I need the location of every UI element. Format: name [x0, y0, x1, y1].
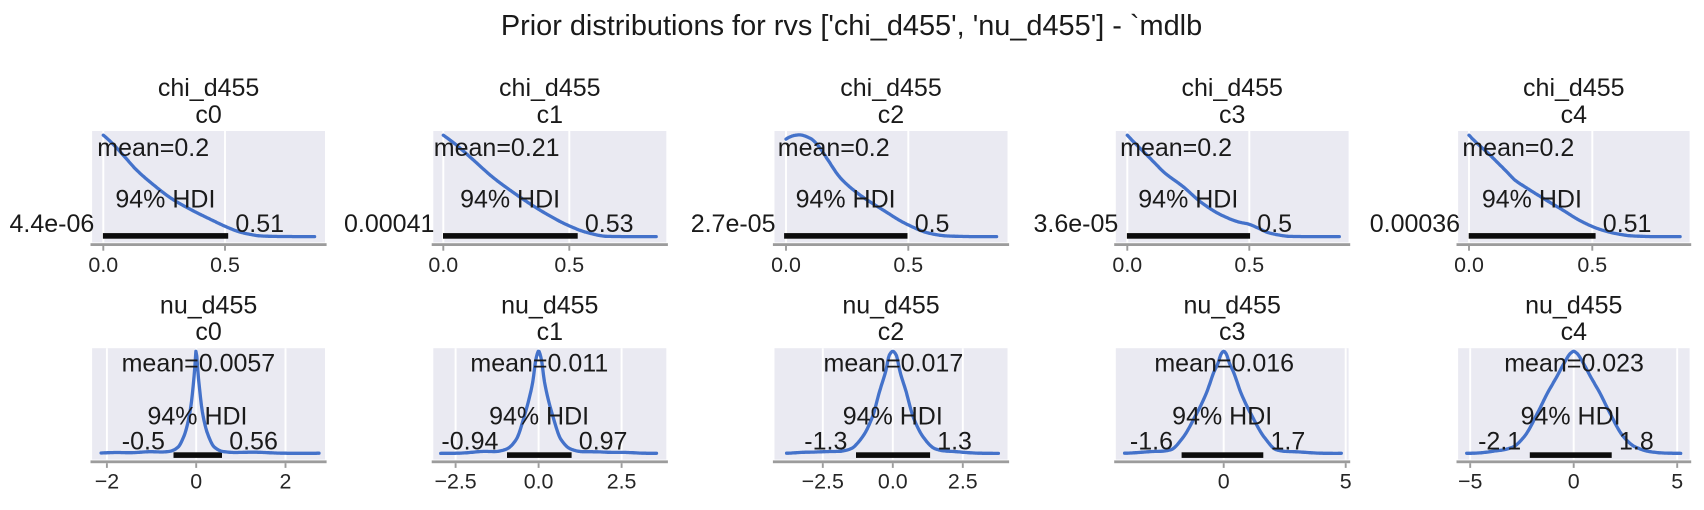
svg-text:chi_d455: chi_d455 [1523, 74, 1624, 102]
svg-text:1.3: 1.3 [937, 427, 972, 455]
svg-text:94% HDI: 94% HDI [843, 402, 943, 430]
svg-text:c1: c1 [537, 318, 563, 346]
svg-text:0.5: 0.5 [1577, 253, 1607, 277]
svg-text:0.56: 0.56 [229, 427, 278, 455]
svg-text:0.51: 0.51 [235, 210, 284, 238]
svg-text:c2: c2 [878, 101, 904, 129]
svg-text:1.8: 1.8 [1619, 427, 1654, 455]
svg-text:c0: c0 [195, 318, 221, 346]
svg-text:2.5: 2.5 [948, 470, 978, 494]
svg-text:0: 0 [190, 470, 202, 494]
svg-text:94% HDI: 94% HDI [1521, 402, 1621, 430]
svg-text:c3: c3 [1219, 318, 1245, 346]
svg-text:chi_d455: chi_d455 [1181, 74, 1282, 102]
svg-text:0.0: 0.0 [878, 470, 908, 494]
svg-text:mean=0.2: mean=0.2 [1462, 134, 1574, 162]
svg-text:chi_d455: chi_d455 [158, 74, 259, 102]
svg-text:0.97: 0.97 [579, 427, 628, 455]
svg-text:c2: c2 [878, 318, 904, 346]
svg-text:0.5: 0.5 [210, 253, 240, 277]
svg-text:0.5: 0.5 [1257, 210, 1292, 238]
svg-text:0.0: 0.0 [524, 470, 554, 494]
svg-text:-0.94: -0.94 [441, 427, 498, 455]
svg-text:4.4e-06: 4.4e-06 [10, 210, 95, 238]
svg-text:0.53: 0.53 [585, 210, 634, 238]
svg-text:2.7e-05: 2.7e-05 [691, 210, 776, 238]
svg-text:nu_d455: nu_d455 [1184, 291, 1281, 319]
svg-text:−2.5: −2.5 [802, 470, 844, 494]
svg-text:5: 5 [1671, 470, 1683, 494]
svg-text:mean=0.2: mean=0.2 [1120, 134, 1232, 162]
svg-text:0.5: 0.5 [1234, 253, 1264, 277]
svg-text:-1.6: -1.6 [1130, 427, 1173, 455]
svg-text:0.0: 0.0 [88, 253, 118, 277]
svg-text:94% HDI: 94% HDI [489, 402, 589, 430]
svg-text:c0: c0 [195, 101, 221, 129]
svg-text:c4: c4 [1561, 101, 1588, 129]
svg-text:94% HDI: 94% HDI [460, 185, 560, 213]
svg-text:94% HDI: 94% HDI [115, 185, 215, 213]
svg-text:mean=0.0057: mean=0.0057 [122, 350, 276, 378]
svg-text:0.00036: 0.00036 [1370, 210, 1460, 238]
svg-text:-2.1: -2.1 [1478, 427, 1521, 455]
svg-text:chi_d455: chi_d455 [499, 74, 600, 102]
svg-text:c3: c3 [1219, 101, 1245, 129]
svg-text:0.51: 0.51 [1603, 210, 1652, 238]
svg-text:0: 0 [1218, 470, 1230, 494]
svg-text:nu_d455: nu_d455 [1525, 291, 1622, 319]
svg-text:−2.5: −2.5 [434, 470, 476, 494]
svg-text:0.0: 0.0 [771, 253, 801, 277]
svg-text:0.5: 0.5 [893, 253, 923, 277]
svg-text:mean=0.2: mean=0.2 [97, 134, 209, 162]
svg-text:3.6e-05: 3.6e-05 [1034, 210, 1119, 238]
svg-text:mean=0.017: mean=0.017 [824, 350, 964, 378]
svg-text:nu_d455: nu_d455 [501, 291, 598, 319]
svg-text:−5: −5 [1458, 470, 1482, 494]
svg-text:0.00041: 0.00041 [344, 210, 434, 238]
svg-text:0.0: 0.0 [1454, 253, 1484, 277]
svg-text:nu_d455: nu_d455 [160, 291, 257, 319]
svg-text:-1.3: -1.3 [804, 427, 847, 455]
svg-text:1.7: 1.7 [1271, 427, 1306, 455]
svg-text:0: 0 [1568, 470, 1580, 494]
svg-text:0.0: 0.0 [428, 253, 458, 277]
svg-text:c1: c1 [537, 101, 563, 129]
svg-text:mean=0.016: mean=0.016 [1154, 350, 1294, 378]
svg-text:94% HDI: 94% HDI [1138, 185, 1238, 213]
svg-text:mean=0.2: mean=0.2 [778, 134, 890, 162]
svg-text:mean=0.011: mean=0.011 [470, 350, 608, 378]
svg-text:−2: −2 [95, 470, 119, 494]
svg-text:0.0: 0.0 [1112, 253, 1142, 277]
svg-text:mean=0.023: mean=0.023 [1504, 350, 1644, 378]
svg-text:mean=0.21: mean=0.21 [434, 134, 560, 162]
svg-text:-0.5: -0.5 [122, 427, 165, 455]
svg-text:0.5: 0.5 [915, 210, 950, 238]
svg-text:2: 2 [280, 470, 292, 494]
svg-text:chi_d455: chi_d455 [840, 74, 941, 102]
svg-text:94% HDI: 94% HDI [796, 185, 896, 213]
svg-text:5: 5 [1340, 470, 1352, 494]
svg-text:94% HDI: 94% HDI [1172, 402, 1272, 430]
svg-text:nu_d455: nu_d455 [842, 291, 939, 319]
svg-text:Prior distributions for rvs [': Prior distributions for rvs ['chi_d455',… [501, 10, 1202, 42]
svg-text:94% HDI: 94% HDI [147, 402, 247, 430]
svg-text:94% HDI: 94% HDI [1482, 185, 1582, 213]
svg-text:2.5: 2.5 [607, 470, 637, 494]
svg-text:c4: c4 [1561, 318, 1588, 346]
svg-text:0.5: 0.5 [554, 253, 584, 277]
